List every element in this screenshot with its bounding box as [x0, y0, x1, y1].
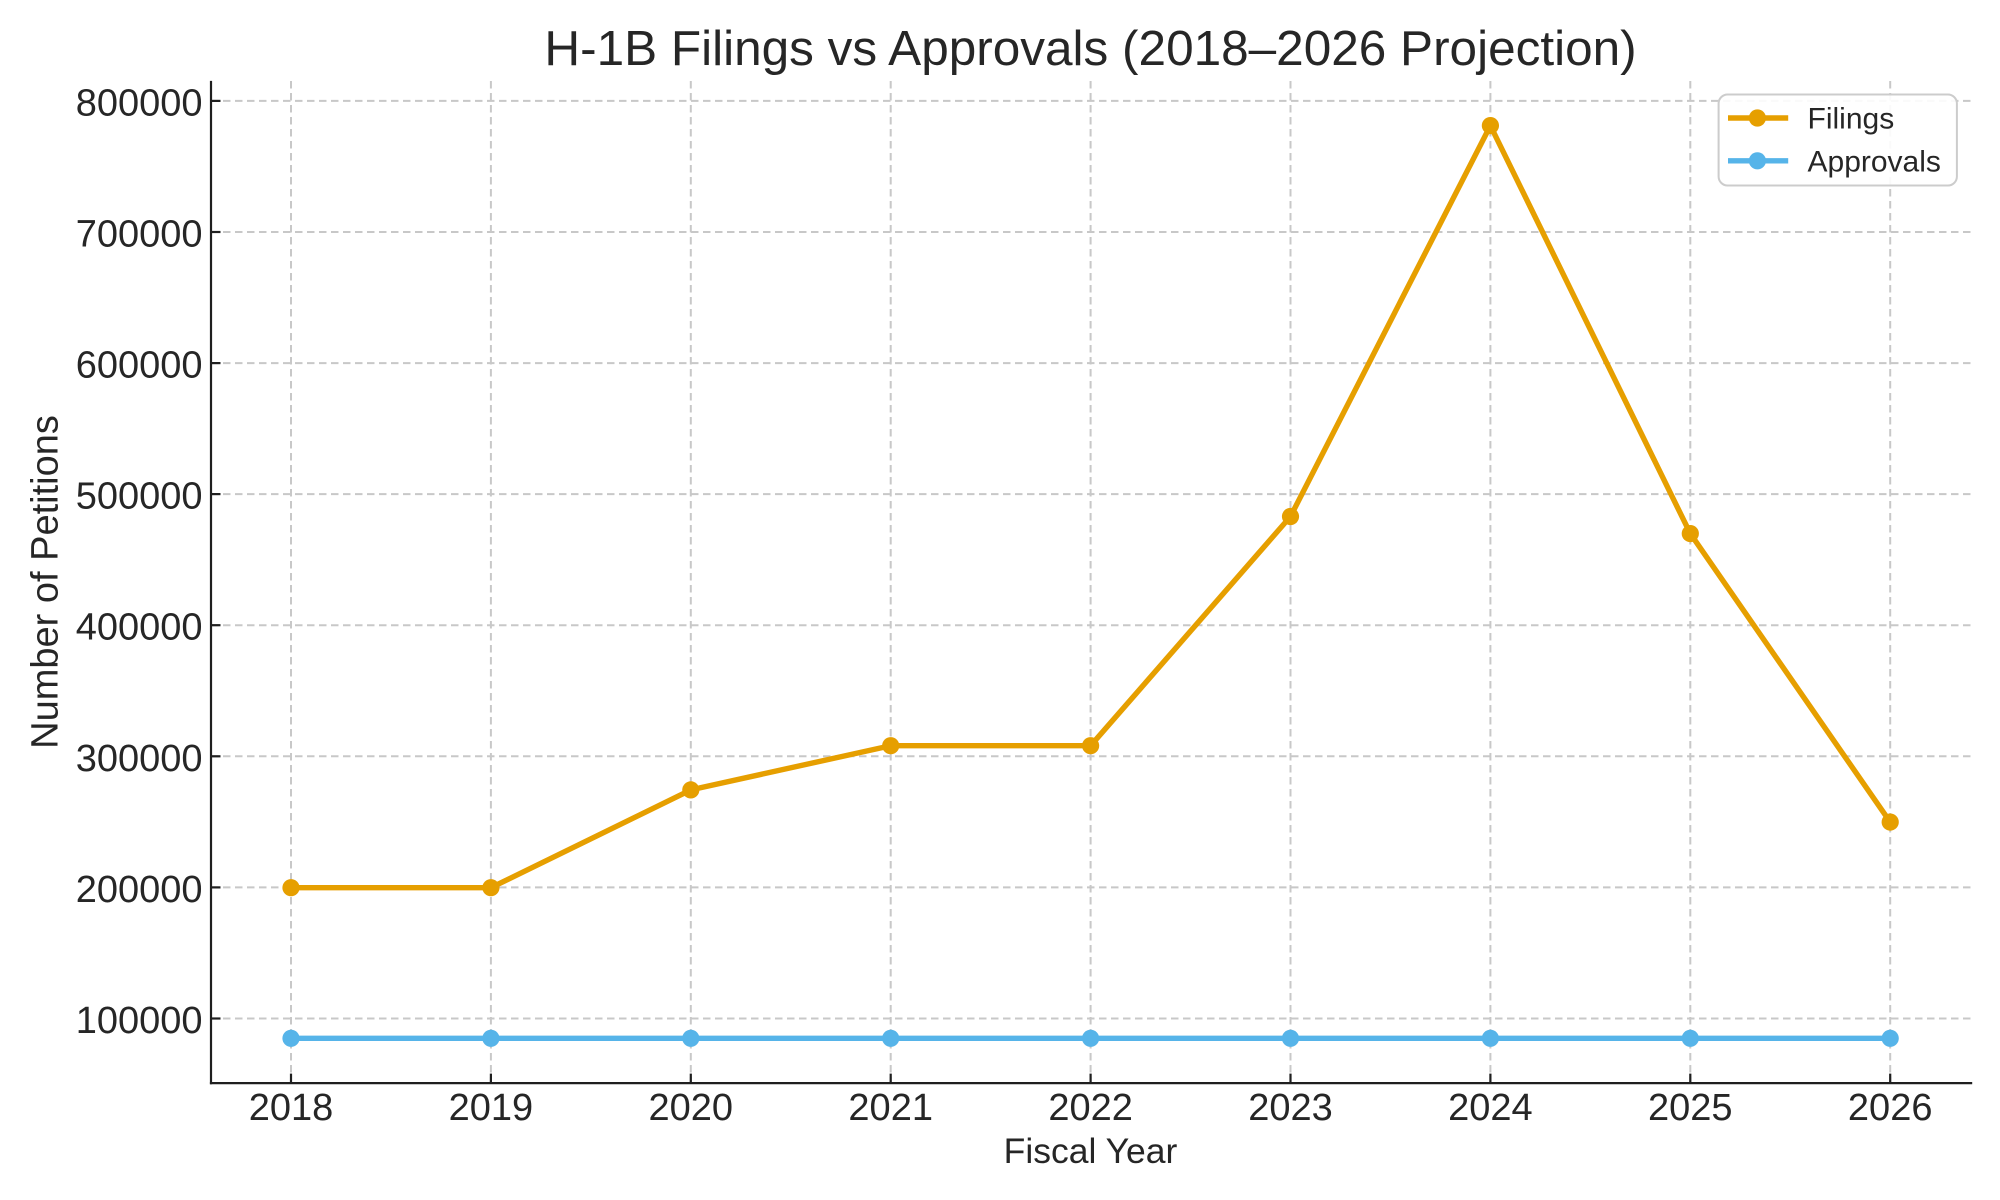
svg-text:Fiscal Year: Fiscal Year — [1004, 1131, 1178, 1171]
svg-text:100000: 100000 — [76, 1000, 203, 1042]
svg-text:2020: 2020 — [649, 1087, 734, 1129]
svg-text:Approvals: Approvals — [1808, 145, 1941, 178]
svg-text:2026: 2026 — [1848, 1087, 1933, 1129]
svg-text:2022: 2022 — [1048, 1087, 1133, 1129]
svg-text:2021: 2021 — [848, 1087, 933, 1129]
svg-text:2025: 2025 — [1648, 1087, 1733, 1129]
svg-text:Number of Petitions: Number of Petitions — [25, 415, 67, 749]
svg-text:700000: 700000 — [76, 214, 203, 256]
svg-text:200000: 200000 — [76, 869, 203, 911]
svg-text:300000: 300000 — [76, 738, 203, 780]
svg-text:H-1B Filings vs Approvals (201: H-1B Filings vs Approvals (2018–2026 Pro… — [544, 21, 1636, 76]
svg-text:2019: 2019 — [449, 1087, 534, 1129]
svg-text:600000: 600000 — [76, 345, 203, 387]
svg-text:2024: 2024 — [1448, 1087, 1533, 1129]
svg-text:400000: 400000 — [76, 607, 203, 649]
svg-text:2018: 2018 — [249, 1087, 334, 1129]
svg-text:2023: 2023 — [1248, 1087, 1333, 1129]
svg-text:500000: 500000 — [76, 476, 203, 518]
svg-text:800000: 800000 — [76, 82, 203, 124]
svg-text:Filings: Filings — [1808, 103, 1895, 136]
